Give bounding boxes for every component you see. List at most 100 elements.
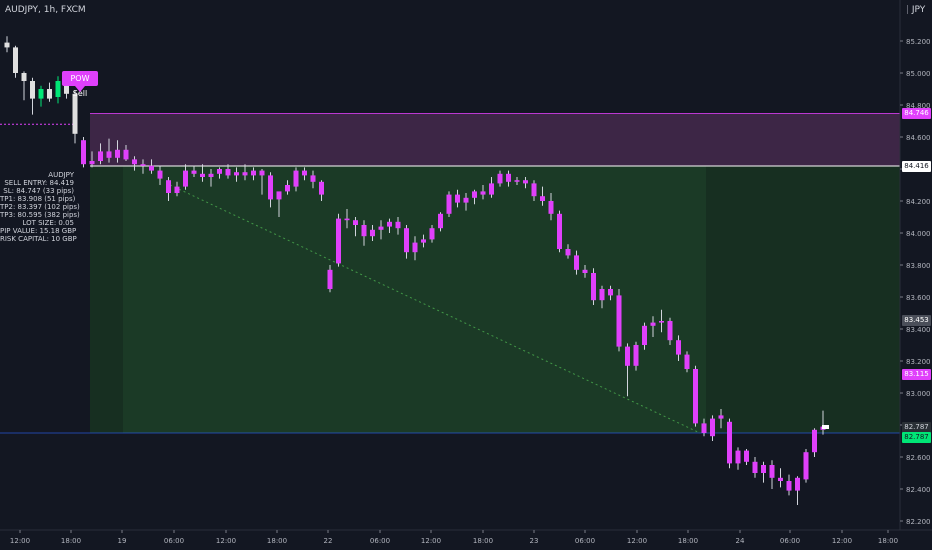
candle-body <box>565 249 571 256</box>
currency-label: JPY <box>911 5 926 15</box>
candle-body <box>625 346 630 366</box>
candle-body <box>404 228 409 253</box>
candle-body <box>327 269 333 289</box>
candle-body <box>761 465 766 473</box>
candle-body <box>140 164 146 166</box>
x-tick-label: 22 <box>324 537 333 545</box>
y-tick-label: 83.000 <box>906 390 931 398</box>
x-tick-label: 06:00 <box>164 537 184 545</box>
candle-body <box>89 161 95 165</box>
candle-body <box>276 191 282 200</box>
candle-body <box>480 191 486 195</box>
candle-body <box>752 461 758 473</box>
info-pip-value: PIP VALUE: 15.18 GBP <box>0 227 77 235</box>
candle-body <box>123 149 129 160</box>
y-tick-label: 84.600 <box>906 134 931 142</box>
candle-body <box>81 140 86 165</box>
candle-body <box>599 289 605 301</box>
candle-body <box>803 452 809 480</box>
candle-body <box>387 221 392 227</box>
candle-body <box>64 81 69 94</box>
x-tick-label: 18:00 <box>267 537 287 545</box>
candle-body <box>514 180 520 182</box>
candle-body <box>531 183 537 197</box>
candle-body <box>285 185 290 192</box>
candle-body <box>200 173 205 177</box>
candle-body <box>55 81 61 97</box>
candle-body <box>659 321 664 323</box>
y-tick-label: 83.400 <box>906 326 931 334</box>
candle-body <box>30 81 35 99</box>
price-badge: 84.416 <box>902 160 931 172</box>
candle-body <box>225 169 231 176</box>
x-tick-label: 12:00 <box>627 537 647 545</box>
price-badge: 83.115 <box>902 369 931 381</box>
candle-body <box>361 225 367 237</box>
x-tick-label: 06:00 <box>370 537 390 545</box>
candle-body <box>166 180 171 193</box>
x-tick-label: 18:00 <box>473 537 493 545</box>
candle-body <box>98 151 103 161</box>
currency-selector[interactable]: | JPY <box>906 5 926 15</box>
candle-body <box>302 170 307 176</box>
candle-body <box>574 255 579 270</box>
candle-body <box>693 369 698 424</box>
candle-body <box>378 226 384 230</box>
x-tick-label: 12:00 <box>832 537 852 545</box>
info-risk-capital: RISK CAPITAL: 10 GBP <box>0 235 77 243</box>
candle-body <box>718 415 724 419</box>
candle-body <box>251 170 256 176</box>
candle-body <box>582 269 588 273</box>
price-badge: 82.787 <box>902 421 931 433</box>
x-tick-label: 19 <box>118 537 127 545</box>
y-tick-label: 84.800 <box>906 102 931 110</box>
candle-body <box>4 42 10 48</box>
y-tick-label: 85.200 <box>906 38 931 46</box>
candle-body <box>489 183 494 195</box>
candle-body <box>234 172 239 176</box>
y-tick-label: 82.200 <box>906 518 931 526</box>
candle-body <box>497 173 503 184</box>
x-tick-label: 12:00 <box>216 537 236 545</box>
candle-body <box>149 165 154 171</box>
y-tick-label: 83.600 <box>906 294 931 302</box>
candle-body <box>208 173 214 177</box>
candle-body <box>242 172 248 176</box>
candle-body <box>778 477 783 481</box>
candle-body <box>769 465 775 478</box>
y-tick-label: 82.400 <box>906 486 931 494</box>
x-tick-label: 12:00 <box>421 537 441 545</box>
candle-body <box>548 201 554 214</box>
candle-body <box>217 169 222 174</box>
candle-body <box>191 170 197 174</box>
x-tick-label: 06:00 <box>780 537 800 545</box>
x-tick-label: 12:00 <box>10 537 30 545</box>
candle-body <box>463 197 469 203</box>
candle-body <box>132 159 137 165</box>
candle-body <box>21 73 27 81</box>
candle-body <box>642 325 647 345</box>
candle-body <box>472 191 477 198</box>
price-badge: 83.453 <box>902 315 931 327</box>
candle-body <box>259 170 265 176</box>
candle-body <box>344 218 350 221</box>
candle-body <box>710 418 715 437</box>
info-entry: SELL ENTRY: 84.419 <box>4 179 74 187</box>
x-tick-label: 18:00 <box>878 537 898 545</box>
candle-body <box>268 175 273 200</box>
trade-info-box: AUDJPY SELL ENTRY: 84.419 SL: 84.747 (33… <box>0 171 80 243</box>
candle-body <box>812 429 817 453</box>
candle-body <box>438 213 443 229</box>
candle-body <box>72 93 78 134</box>
y-tick-label: 84.200 <box>906 198 931 206</box>
candle-body <box>336 218 341 264</box>
candle-body <box>667 321 673 341</box>
candle-body <box>421 239 426 243</box>
candle-body <box>650 322 656 326</box>
price-badge: 82.787 <box>902 432 931 444</box>
symbol-label[interactable]: AUDJPY, 1h, FXCM <box>5 5 86 15</box>
candle-body <box>727 421 732 464</box>
candle-body <box>174 186 180 193</box>
candle-body <box>608 289 613 296</box>
